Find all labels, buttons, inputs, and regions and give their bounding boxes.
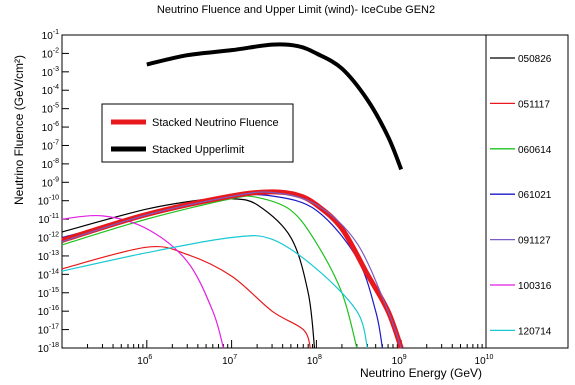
y-tick-label: 10-15 [38,287,59,300]
y-tick-label: 10-12 [38,232,59,245]
x-axis-label: Neutrino Energy (GeV) [360,366,482,380]
y-tick-label: 10-17 [38,324,59,337]
x-tick-label: 1010 [475,354,494,367]
x-tick-label: 107 [222,354,237,367]
y-tick-label: 10-5 [42,103,59,116]
y-tick-label: 10-1 [42,29,59,42]
legend-label-fluence: Stacked Neutrino Fluence [152,117,279,129]
series-line-120714 [61,235,369,349]
inner-legend: Stacked Neutrino Fluence Stacked Upperli… [101,103,294,163]
y-axis-ticks: 10-1810-1710-1610-1510-1410-1310-1210-11… [38,29,69,355]
y-tick-label: 10-9 [42,176,59,189]
y-tick-label: 10-7 [42,139,59,152]
series-line-060614 [61,195,358,349]
series-legend-box [485,34,569,349]
y-axis-label: Neutrino Fluence (GeV/cm²) [12,55,26,205]
legend-label-upperlimit: Stacked Upperlimit [152,144,244,156]
y-tick-label: 10-8 [42,158,59,171]
y-tick-label: 10-11 [38,213,59,226]
series-line-stacked-upperlimit [146,42,404,171]
series-line-050826 [61,197,316,349]
legend-entry-061021: 061021 [518,190,552,201]
legend-entry-060614: 060614 [518,145,552,156]
y-tick-label: 10-6 [42,121,59,134]
legend-entry-100316: 100316 [518,281,552,292]
x-tick-label: 109 [392,354,407,367]
legend-entry-091127: 091127 [518,236,551,247]
legend-entry-051117: 051117 [518,99,550,110]
x-tick-label: 106 [137,354,152,367]
y-tick-label: 10-13 [38,250,59,263]
y-tick-label: 10-10 [38,195,59,208]
legend-entry-120714: 120714 [518,326,552,337]
curves-layer [61,42,404,349]
series-line-051117 [61,245,311,349]
y-tick-label: 10-3 [42,66,59,79]
legend-entry-050826: 050826 [518,54,552,65]
chart-title: Neutrino Fluence and Upper Limit (wind)-… [157,4,435,16]
y-tick-label: 10-2 [42,47,59,60]
y-tick-label: 10-18 [38,342,59,355]
inner-legend-box [101,103,294,163]
right-legend: 050826 051117 060614 061021 091127 100316 1207… [490,54,552,337]
y-tick-label: 10-4 [42,84,59,97]
y-tick-label: 10-14 [38,268,59,281]
y-tick-label: 10-16 [38,305,59,318]
x-tick-label: 108 [307,354,322,367]
series-line-091127 [61,191,402,349]
series-line-100316 [61,214,224,349]
